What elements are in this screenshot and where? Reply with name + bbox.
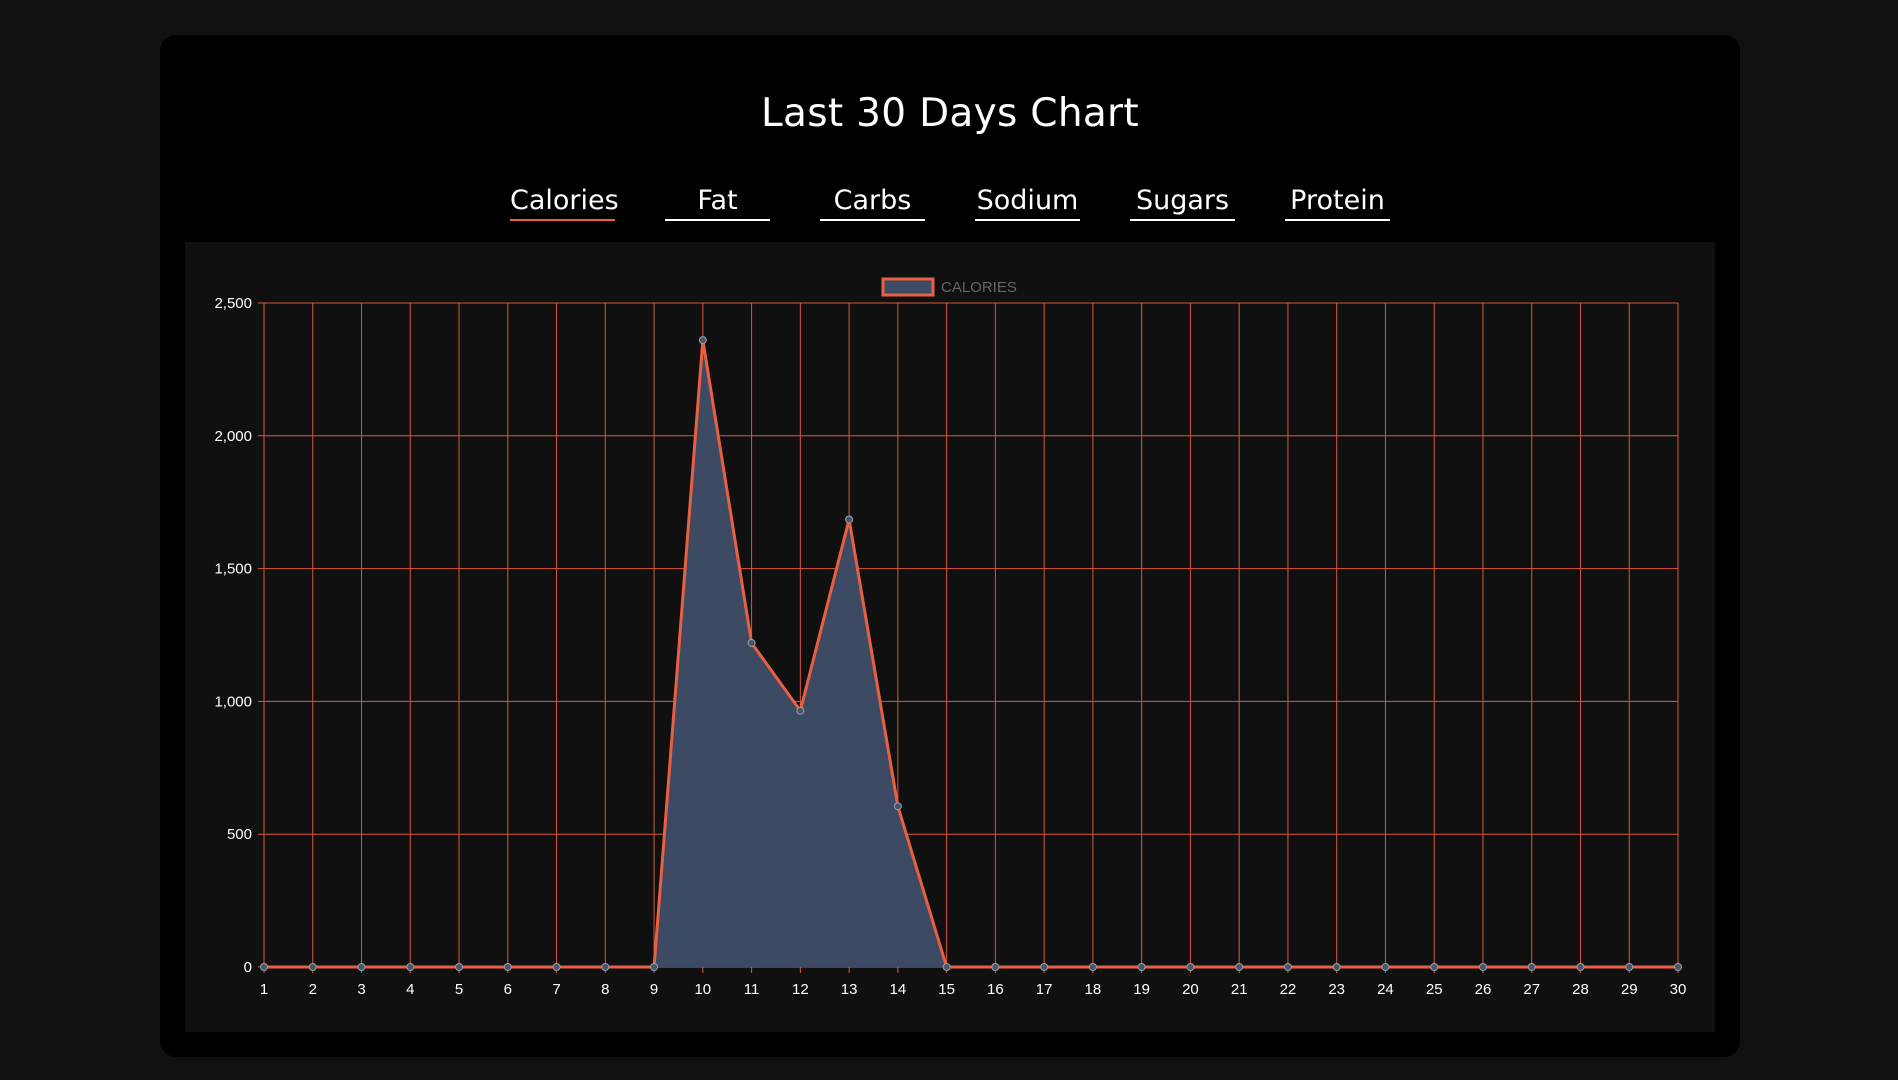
x-tick-label: 20 xyxy=(1182,981,1199,998)
x-tick-label: 30 xyxy=(1670,981,1687,998)
y-tick-label: 2,000 xyxy=(214,428,252,445)
data-point xyxy=(1625,963,1634,971)
tab-fat[interactable]: Fat xyxy=(665,185,770,221)
x-tick-label: 27 xyxy=(1523,981,1540,998)
x-axis: 1 2 3 4 5 6 7 8 9 10 11 12 13 14 15 16 17 18 19 20 21 22 23 24 2… xyxy=(260,981,1687,998)
x-tick-label: 11 xyxy=(744,981,760,998)
data-point xyxy=(1430,963,1439,971)
data-point xyxy=(845,515,854,524)
data-point xyxy=(1332,963,1341,971)
x-tick-label: 6 xyxy=(504,981,512,998)
x-tick-label: 4 xyxy=(406,981,414,998)
x-tick-label: 8 xyxy=(601,981,609,998)
series-points xyxy=(260,336,1682,971)
data-point xyxy=(1088,963,1097,971)
x-tick-label: 12 xyxy=(792,981,809,998)
data-point xyxy=(1137,963,1146,971)
y-tick-label: 1,000 xyxy=(214,693,252,710)
data-point xyxy=(698,336,707,345)
nutrient-tabs: Calories Fat Carbs Sodium Sugars Protein xyxy=(160,185,1740,221)
data-point xyxy=(1235,963,1244,971)
x-tick-label: 18 xyxy=(1085,981,1102,998)
x-tick-label: 13 xyxy=(841,981,858,998)
calories-chart: CALORIES 1 2 3 4 5 6 7 8 9 10 11 12 13 14 15 16 17 18 19 20… xyxy=(214,277,1687,998)
series-line xyxy=(264,338,1678,969)
tab-calories[interactable]: Calories xyxy=(510,185,619,221)
x-tick-label: 26 xyxy=(1475,981,1492,998)
tab-protein[interactable]: Protein xyxy=(1285,185,1390,221)
legend-label: CALORIES xyxy=(941,279,1017,296)
x-tick-label: 1 xyxy=(260,981,268,998)
x-tick-label: 10 xyxy=(694,981,711,998)
data-point xyxy=(893,802,902,811)
chart-card: Last 30 Days Chart Calories Fat Carbs So… xyxy=(160,35,1740,1057)
x-tick-label: 9 xyxy=(650,981,658,998)
data-point xyxy=(1040,963,1049,971)
area-fill xyxy=(264,340,1678,968)
x-tick-label: 2 xyxy=(309,981,317,998)
chart-legend[interactable]: CALORIES xyxy=(881,277,1017,297)
y-tick-label: 500 xyxy=(227,826,252,843)
tab-sodium[interactable]: Sodium xyxy=(975,185,1080,221)
data-point xyxy=(1576,963,1585,971)
chart-grid xyxy=(258,302,1679,973)
y-tick-label: 1,500 xyxy=(214,561,252,578)
x-tick-label: 23 xyxy=(1328,981,1345,998)
x-tick-label: 3 xyxy=(357,981,365,998)
x-tick-label: 7 xyxy=(552,981,560,998)
data-point xyxy=(1381,963,1390,971)
data-point xyxy=(796,706,805,715)
x-tick-label: 22 xyxy=(1280,981,1297,998)
data-point xyxy=(747,638,756,647)
data-point xyxy=(601,963,610,971)
x-tick-label: 14 xyxy=(890,981,907,998)
data-point xyxy=(1674,963,1682,971)
x-tick-label: 16 xyxy=(987,981,1004,998)
x-tick-label: 5 xyxy=(455,981,463,998)
tab-carbs[interactable]: Carbs xyxy=(820,185,925,221)
x-tick-label: 29 xyxy=(1621,981,1638,998)
data-point xyxy=(1478,963,1487,971)
data-point xyxy=(991,963,1000,971)
data-point xyxy=(552,963,561,971)
data-point xyxy=(308,963,317,971)
x-tick-label: 25 xyxy=(1426,981,1443,998)
chart-panel: CALORIES 1 2 3 4 5 6 7 8 9 10 11 12 13 14 15 16 17 18 19 20… xyxy=(185,242,1715,1032)
y-tick-label: 0 xyxy=(244,959,252,976)
x-tick-label: 24 xyxy=(1377,981,1394,998)
data-point xyxy=(650,963,659,971)
page-title: Last 30 Days Chart xyxy=(761,91,1139,136)
y-tick-label: 2,500 xyxy=(214,295,252,312)
x-tick-label: 19 xyxy=(1133,981,1150,998)
data-point xyxy=(1283,963,1292,971)
tab-sugars[interactable]: Sugars xyxy=(1130,185,1235,221)
x-tick-label: 28 xyxy=(1572,981,1589,998)
x-tick-label: 15 xyxy=(938,981,955,998)
y-axis: 0 500 1,000 1,500 2,000 2,500 xyxy=(214,295,252,976)
data-point xyxy=(1527,963,1536,971)
legend-swatch xyxy=(881,277,935,297)
data-point xyxy=(942,963,951,971)
data-point xyxy=(406,963,415,971)
data-point xyxy=(357,963,366,971)
data-point xyxy=(260,963,268,971)
series-area xyxy=(264,338,1678,969)
x-tick-label: 21 xyxy=(1231,981,1248,998)
data-point xyxy=(1186,963,1195,971)
x-tick-label: 17 xyxy=(1036,981,1053,998)
data-point xyxy=(503,963,512,971)
data-point xyxy=(455,963,464,971)
